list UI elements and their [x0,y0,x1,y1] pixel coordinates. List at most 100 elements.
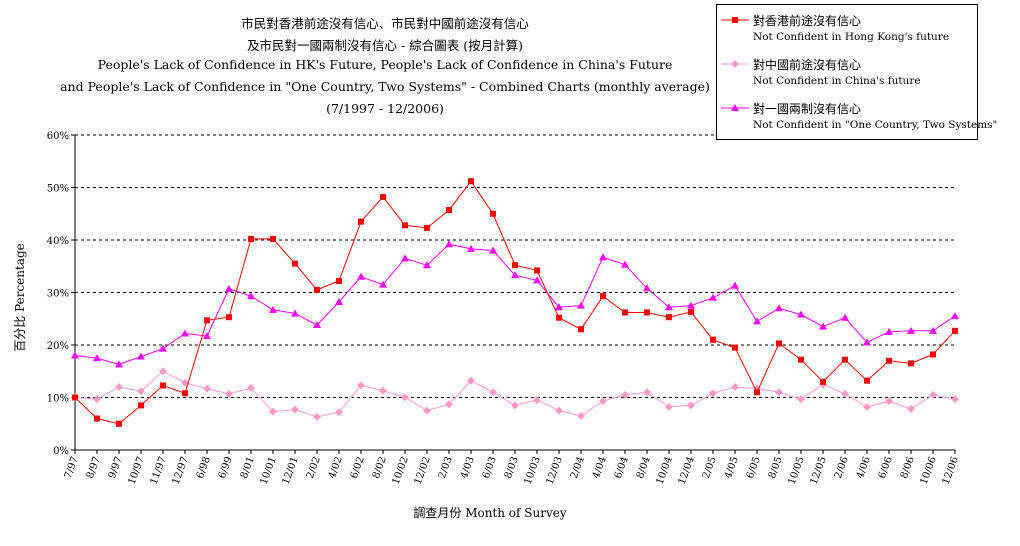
x-tick-label: 12/06 [941,455,961,486]
data-point [336,277,342,284]
legend-marker-octs [721,104,749,111]
data-point [687,301,695,309]
data-point [555,406,563,415]
data-point [863,338,871,346]
legend-label-china-en: Not Confident in China's future [753,75,921,87]
data-point [929,326,937,334]
x-tick-label: 12/97 [171,455,191,486]
x-tick-label: 4/04 [591,455,609,480]
x-tick-label: 8/01 [239,455,257,480]
data-point [929,390,937,399]
title-line-3: People's Lack of Confidence in HK's Futu… [97,57,673,72]
legend-item-octs: 對一國兩制沒有信心 Not Confident in "One Country,… [717,97,997,137]
title-line-2: 及市民對一國兩制沒有信心 - 綜合圖表 (按月計算) [247,38,523,53]
data-point [446,207,452,214]
data-point [423,261,431,269]
x-tick-label: 12/02 [413,455,433,486]
x-tick-label: 8/97 [85,455,103,480]
x-tick-label: 10/02 [391,455,411,486]
data-point [291,405,299,414]
data-point [886,357,892,364]
data-point [908,360,914,367]
legend-label-octs-zh: 對一國兩制沒有信心 [753,102,862,116]
x-tick-label: 2/03 [437,455,455,480]
data-point [182,390,188,397]
data-point [115,383,123,391]
x-tick-label: 10/97 [127,455,147,486]
data-point [116,420,122,427]
data-point [732,344,738,351]
data-point [358,218,364,225]
x-tick-label: 8/03 [503,455,521,480]
data-point [379,386,387,395]
data-point [72,394,78,401]
x-tick-label: 2/06 [833,455,851,480]
title-line-4: and People's Lack of Confidence in "One … [60,79,710,94]
data-point [445,400,453,409]
data-point [160,382,166,389]
x-tick-label: 6/99 [217,455,235,480]
x-tick-label: 2/02 [305,455,323,480]
data-point [731,281,739,289]
x-tick-label: 12/05 [809,455,829,486]
data-point [644,309,650,316]
data-point [314,286,320,293]
data-point [335,408,343,417]
data-point [247,384,255,393]
data-point [181,329,189,337]
data-point [335,297,343,305]
data-point [621,260,629,268]
x-tick-label: 8/05 [767,455,785,480]
data-point [357,381,365,390]
data-point [688,308,694,315]
data-point [577,411,585,420]
data-point [226,314,232,321]
data-point [534,267,540,274]
x-tick-label: 12/03 [545,455,565,486]
x-tick-label: 9/97 [107,455,125,480]
y-tick-label: 50% [47,184,69,195]
data-point [248,235,254,242]
data-point [952,327,958,334]
data-point [951,312,959,320]
data-point [94,415,100,422]
x-tick-label: 10/06 [919,455,939,486]
data-point [577,301,585,309]
x-tick-label: 10/05 [787,455,807,486]
data-point [709,293,717,301]
x-tick-label: 2/05 [701,455,719,480]
data-point [401,393,409,402]
data-point [599,253,607,261]
data-point [225,284,233,292]
data-point [798,356,804,363]
data-point [665,303,673,311]
data-point [731,383,739,391]
y-tick-label: 40% [47,236,69,247]
legend-label-octs-en: Not Confident in "One Country, Two Syste… [753,119,998,131]
data-point [885,397,893,406]
data-point [379,280,387,288]
y-tick-label: 30% [47,289,69,300]
legend-label-hk-zh: 對香港前途沒有信心 [753,14,862,28]
data-point [885,327,893,335]
data-point [424,224,430,231]
x-tick-label: 6/02 [349,455,367,480]
data-point [292,260,298,267]
y-tick-label: 60% [47,131,69,142]
data-point [819,322,827,330]
y-tick-label: 20% [47,341,69,352]
data-point [204,317,210,324]
data-point [203,332,211,340]
data-point [599,397,607,406]
data-point [797,310,805,318]
data-point [137,352,145,360]
data-point [138,402,144,409]
legend-marker-hk [721,17,749,23]
data-point [93,395,101,404]
data-point [247,292,255,300]
data-point [203,384,211,393]
data-point [797,395,805,404]
data-point [357,272,365,280]
y-axis-title: 百分比 Percentage [13,243,27,352]
